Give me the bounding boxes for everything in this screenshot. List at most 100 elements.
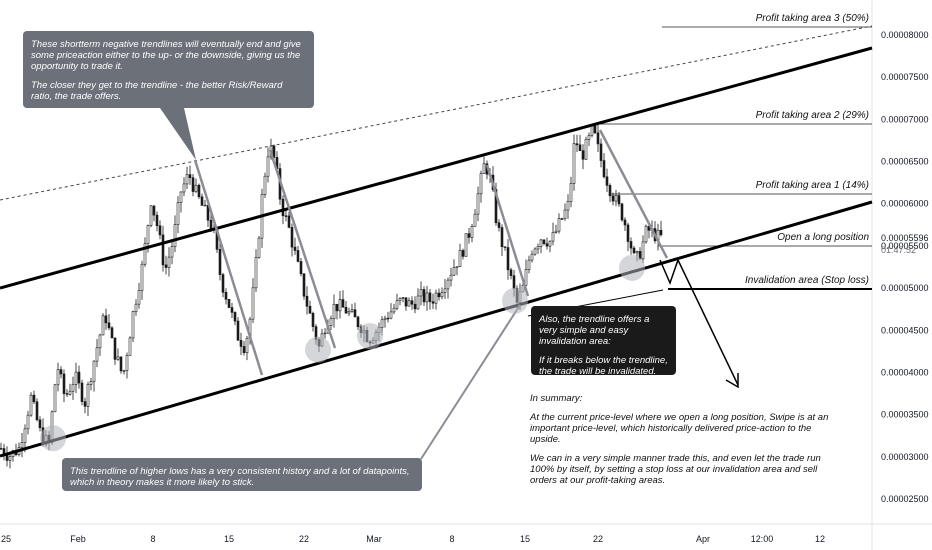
- candle-body: [266, 156, 270, 177]
- candle: [563, 203, 567, 221]
- candle-body: [170, 246, 174, 258]
- candle-body: [563, 209, 567, 220]
- candle-body: [629, 241, 633, 249]
- candle: [80, 379, 84, 406]
- candle: [353, 302, 357, 318]
- candle-body: [32, 394, 36, 403]
- short-term-downtrend-line: [485, 164, 530, 297]
- price-tick-label: 0.00003500: [881, 410, 929, 420]
- candle: [476, 186, 480, 222]
- candle-body: [296, 250, 300, 262]
- candle: [284, 210, 288, 222]
- candle-body: [512, 275, 516, 289]
- candle: [629, 237, 633, 255]
- touch-markers: [40, 254, 645, 452]
- candle-body: [89, 381, 93, 385]
- upper-channel-line: [0, 46, 873, 290]
- candle-body: [572, 143, 576, 184]
- candle-body: [428, 292, 432, 302]
- candle: [344, 301, 348, 314]
- candle-body: [194, 184, 198, 192]
- candle: [5, 446, 9, 467]
- candle-body: [80, 382, 84, 402]
- candle-body: [158, 225, 162, 236]
- candle: [182, 177, 186, 196]
- candle-body: [419, 289, 423, 297]
- candle: [8, 453, 12, 469]
- candle-body: [542, 239, 546, 244]
- short-term-downtrend-line: [268, 149, 337, 349]
- candle-body: [347, 311, 351, 314]
- candle-body: [581, 150, 585, 160]
- candle-body: [605, 176, 609, 186]
- candle: [605, 168, 609, 193]
- candle: [554, 224, 558, 234]
- candle-body: [614, 195, 618, 202]
- candle-body: [131, 311, 135, 339]
- candle-body: [548, 240, 552, 247]
- candle: [596, 124, 600, 153]
- candle-body: [155, 214, 159, 227]
- candle-body: [143, 243, 147, 265]
- candle: [173, 215, 177, 253]
- touch-circle: [502, 287, 528, 314]
- trendlines: [0, 25, 873, 460]
- note-pointer: [160, 108, 196, 160]
- candle: [167, 247, 171, 277]
- candle: [599, 138, 603, 168]
- candle: [194, 178, 198, 194]
- candle-body: [395, 300, 399, 309]
- candles: [0, 124, 663, 469]
- current-price-label: 0.00005596: [881, 233, 929, 243]
- candle-body: [224, 291, 228, 300]
- candle: [260, 188, 264, 248]
- candle-body: [20, 442, 24, 448]
- candle-body: [122, 370, 126, 372]
- candle-body: [116, 356, 120, 360]
- candle-body: [446, 279, 450, 290]
- candle-body: [305, 295, 309, 307]
- candle: [221, 272, 225, 298]
- candle-body: [299, 261, 303, 275]
- candle: [101, 313, 105, 336]
- candle-body: [335, 303, 339, 312]
- candle-body: [596, 132, 600, 145]
- candle: [263, 172, 267, 198]
- candle-body: [233, 312, 237, 322]
- candle: [152, 205, 156, 222]
- candle: [110, 326, 114, 339]
- candle: [575, 134, 579, 153]
- candle: [614, 189, 618, 207]
- candle-body: [185, 174, 189, 185]
- time-tick-label: Mar: [366, 534, 382, 544]
- candle-body: [569, 183, 573, 202]
- candle: [89, 377, 93, 391]
- candle-body: [83, 401, 87, 407]
- candle: [104, 308, 108, 330]
- candle-body: [557, 218, 561, 232]
- candle: [143, 237, 147, 267]
- candle: [482, 156, 486, 175]
- candle: [503, 246, 507, 251]
- candle: [68, 383, 72, 396]
- candle-body: [74, 371, 78, 385]
- candle-body: [455, 266, 459, 269]
- projection-arrow: [659, 258, 739, 386]
- price-tick-label: 0.00008000: [881, 30, 929, 40]
- candle: [227, 298, 231, 309]
- candle: [458, 243, 462, 267]
- candle: [533, 247, 537, 256]
- candle: [659, 220, 663, 237]
- candle-body: [527, 259, 531, 270]
- candle-body: [38, 419, 42, 429]
- time-tick-label: 22: [299, 534, 309, 544]
- time-tick-label: 25: [1, 534, 11, 544]
- candle: [122, 369, 126, 375]
- candle: [332, 294, 336, 328]
- candle-body: [0, 448, 3, 450]
- time-tick-label: Apr: [696, 534, 710, 544]
- candle: [329, 315, 333, 331]
- candle-body: [353, 309, 357, 318]
- candle: [428, 289, 432, 310]
- candle-body: [410, 300, 414, 305]
